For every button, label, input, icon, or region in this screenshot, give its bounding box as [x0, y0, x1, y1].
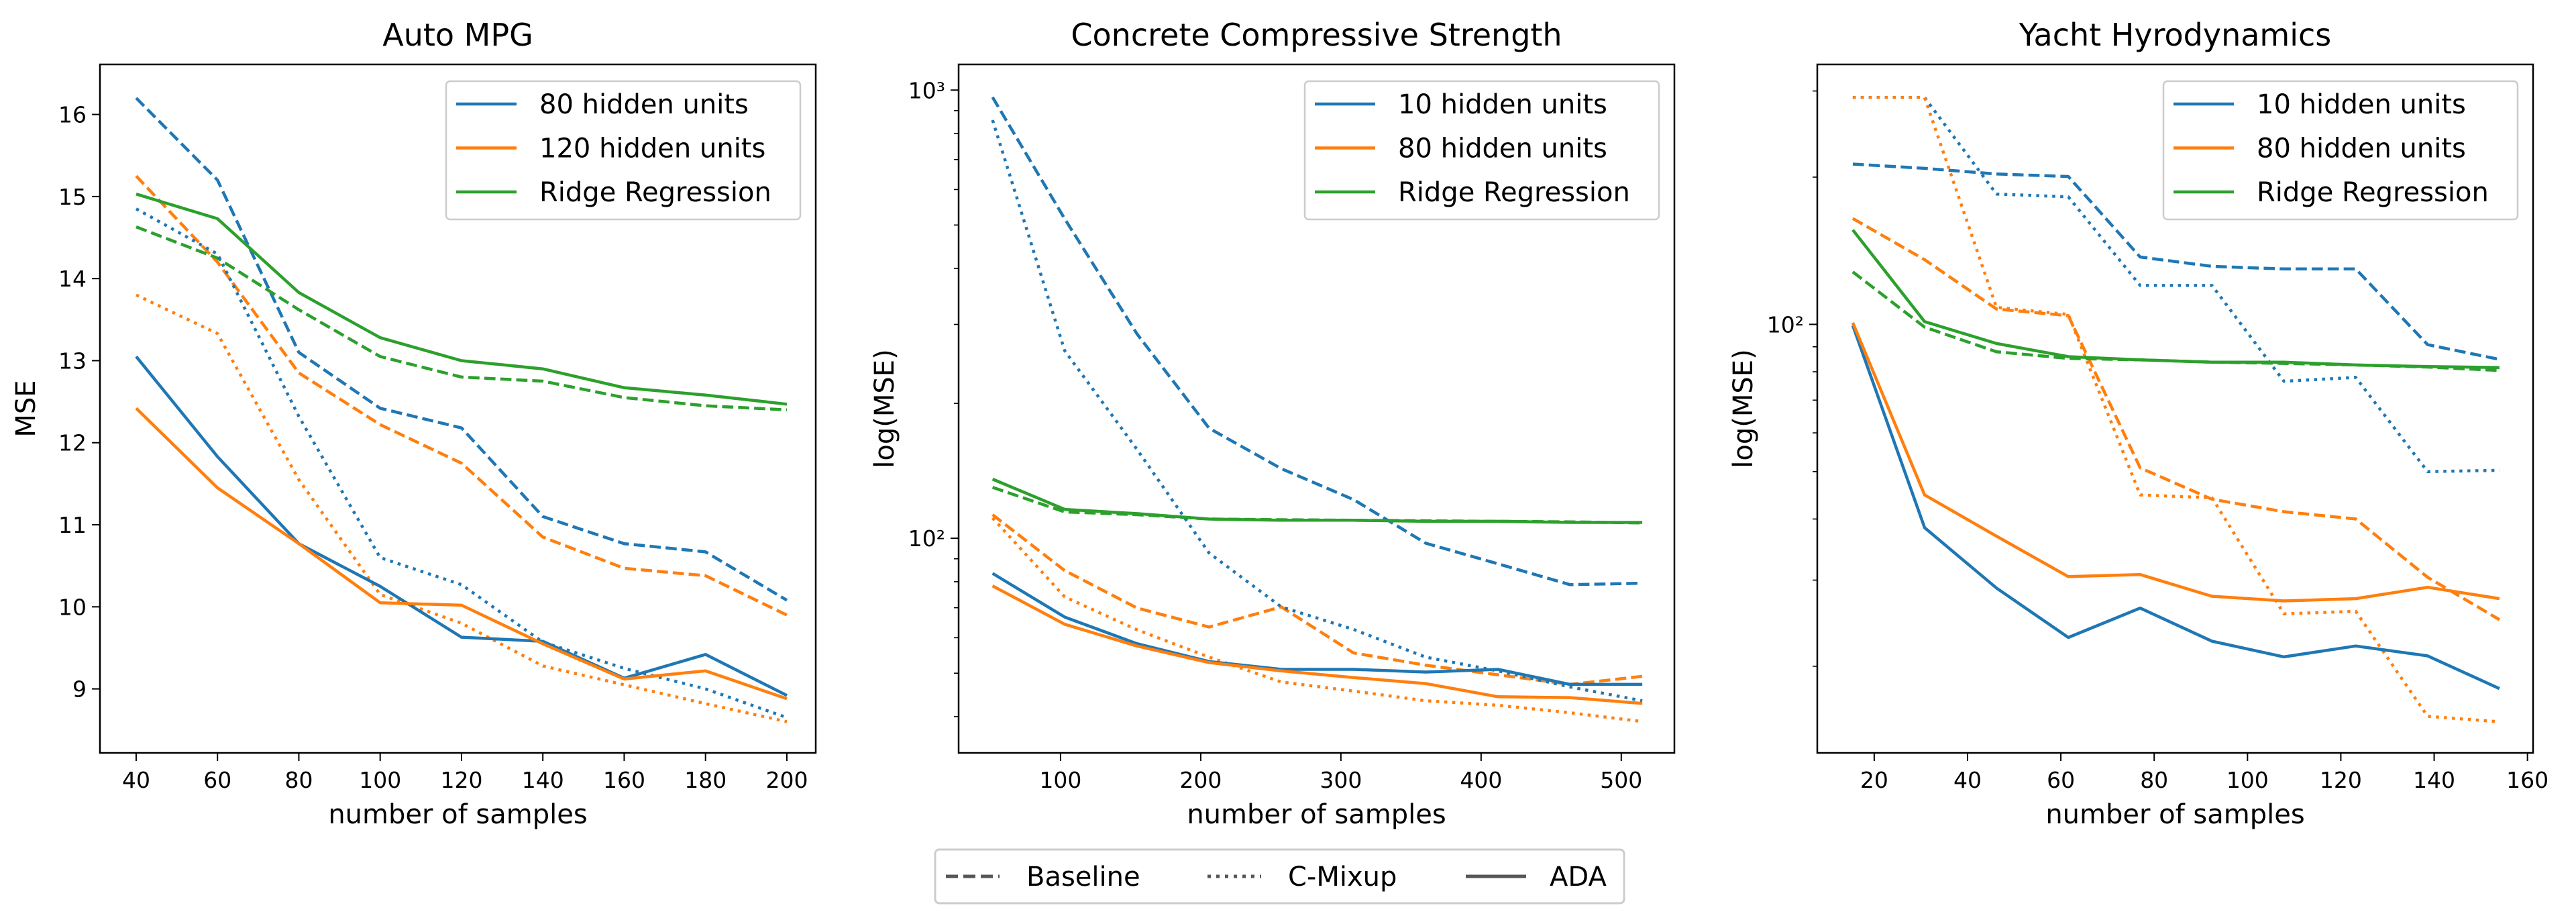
x-tick-label: 180 [684, 767, 727, 793]
legend-label: 120 hidden units [539, 134, 765, 164]
legend-ada-label: ADA [1550, 862, 1607, 892]
axes-frame [957, 63, 1676, 754]
y-tick-label: 12 [58, 430, 87, 456]
x-tick-label: 80 [284, 767, 313, 793]
y-tick-label: 10³ [908, 77, 945, 103]
figure-legend-box [934, 848, 1625, 905]
legend-cmixup-label: C-Mixup [1288, 862, 1397, 892]
y-tick-label: 15 [58, 184, 87, 210]
chart-title: Auto MPG [382, 17, 533, 53]
chart-legend: 10 hidden units 80 hidden units Ridge Regr… [2162, 80, 2519, 221]
series-line-ridge-regression-baseline [136, 225, 788, 412]
y-axis-label: MSE [11, 380, 42, 437]
subplot-1: Auto MPG 40 60 80 100 120 140 160 180 200 9 10 11 12 1… [11, 17, 817, 830]
series-line-120-hidden-units-baseline [135, 174, 788, 617]
legend-label: Ridge Regression [2257, 177, 2489, 208]
legend-label: 10 hidden units [2257, 89, 2466, 120]
series-line-120-hidden-units-ada [135, 407, 788, 701]
x-tick-label: 140 [2413, 767, 2455, 793]
series-line-80-hidden-units-baseline [135, 97, 788, 602]
legend-label: 80 hidden units [1398, 134, 1607, 164]
x-tick-label: 200 [1179, 767, 1222, 793]
y-tick-label: 9 [72, 676, 87, 703]
series-line-10-hidden-units-ada [1851, 325, 2500, 690]
series-line-10-hidden-units-c-mixup [991, 119, 1643, 703]
figure-legend: Baseline C-Mixup ADA [934, 848, 1625, 905]
x-tick-label: 120 [2320, 767, 2362, 793]
x-tick-label: 100 [1039, 767, 1081, 793]
x-tick-label: 160 [2506, 767, 2548, 793]
x-tick-label: 100 [359, 767, 401, 793]
series-lines [135, 97, 788, 723]
x-tick-label: 120 [440, 767, 482, 793]
legend-baseline-label: Baseline [1026, 862, 1140, 892]
series-line-ridge-regression-ada [991, 477, 1643, 524]
legend-label: 80 hidden units [2257, 134, 2466, 164]
legend-label: Ridge Regression [1398, 177, 1630, 208]
x-axis-label: number of samples [2045, 799, 2304, 830]
x-tick-label: 40 [1953, 767, 1982, 793]
series-line-ridge-regression-baseline [991, 486, 1643, 525]
subplots: Auto MPG 40 60 80 100 120 140 160 180 200 9 10 11 12 1… [11, 17, 2548, 830]
x-axis-label: number of samples [328, 799, 587, 830]
chart-legend: 10 hidden units 80 hidden units Ridge Regr… [1303, 80, 1660, 221]
series-line-80-hidden-units-ada [1851, 322, 2500, 603]
legend-label: 80 hidden units [539, 89, 749, 120]
y-tick-label: 16 [58, 102, 87, 128]
series-line-ridge-regression-ada [1851, 229, 2500, 370]
series-line-10-hidden-units-baseline [1852, 162, 2500, 361]
series-line-80-hidden-units-c-mixup [991, 517, 1643, 723]
y-axis-label: log(MSE) [869, 349, 900, 468]
x-axis-label: number of samples [1187, 799, 1446, 830]
series-lines [991, 96, 1643, 723]
chart-legend: 80 hidden units 120 hidden units Ridge Reg… [445, 80, 802, 221]
legend-label: Ridge Regression [539, 177, 771, 208]
x-tick-label: 300 [1320, 767, 1362, 793]
series-line-10-hidden-units-ada [991, 572, 1643, 686]
series-line-80-hidden-units-baseline [1851, 217, 2501, 621]
axes-frame [1816, 63, 2534, 754]
x-tick-label: 500 [1600, 767, 1642, 793]
x-tick-label: 200 [765, 767, 808, 793]
series-line-80-hidden-units-c-mixup [135, 207, 788, 719]
x-tick-label: 100 [2226, 767, 2269, 793]
y-axis-label: log(MSE) [1728, 349, 1759, 468]
chart-legend-box [1303, 80, 1660, 221]
y-tick-label: 14 [58, 266, 87, 292]
x-tick-label: 140 [522, 767, 564, 793]
x-tick-label: 20 [1860, 767, 1888, 793]
y-tick-label: 11 [58, 512, 87, 538]
series-line-ridge-regression-ada [136, 193, 788, 406]
legend-label: 10 hidden units [1398, 89, 1607, 120]
y-tick-label: 10² [908, 525, 945, 552]
y-tick-label: 13 [58, 348, 87, 374]
x-tick-label: 400 [1460, 767, 1502, 793]
series-lines [1851, 96, 2501, 723]
series-line-10-hidden-units-baseline [991, 96, 1643, 586]
series-line-ridge-regression-baseline [1851, 270, 2500, 372]
chart-title: Concrete Compressive Strength [1071, 17, 1562, 53]
x-tick-label: 80 [2140, 767, 2168, 793]
x-tick-label: 160 [603, 767, 645, 793]
subplot-3: Yacht Hyrodynamics 20 40 60 80 100 120 140 160 10… [1728, 17, 2548, 830]
series-line-80-hidden-units-c-mixup [1852, 96, 2500, 723]
x-tick-label: 40 [122, 767, 150, 793]
chart-legend-box [445, 80, 802, 221]
x-tick-label: 60 [203, 767, 231, 793]
series-line-120-hidden-units-c-mixup [136, 293, 788, 723]
chart-title: Yacht Hyrodynamics [2019, 17, 2332, 53]
y-tick-label: 10² [1767, 311, 1804, 338]
series-line-80-hidden-units-ada [991, 584, 1643, 705]
y-tick-label: 10 [58, 594, 87, 620]
chart-legend-box [2162, 80, 2519, 221]
x-tick-label: 60 [2047, 767, 2075, 793]
series-line-80-hidden-units-baseline [991, 513, 1643, 686]
axes-frame [99, 63, 817, 754]
subplot-2: Concrete Compressive Strength 100 200 300 40… [869, 17, 1676, 830]
series-line-80-hidden-units-ada [135, 355, 788, 697]
